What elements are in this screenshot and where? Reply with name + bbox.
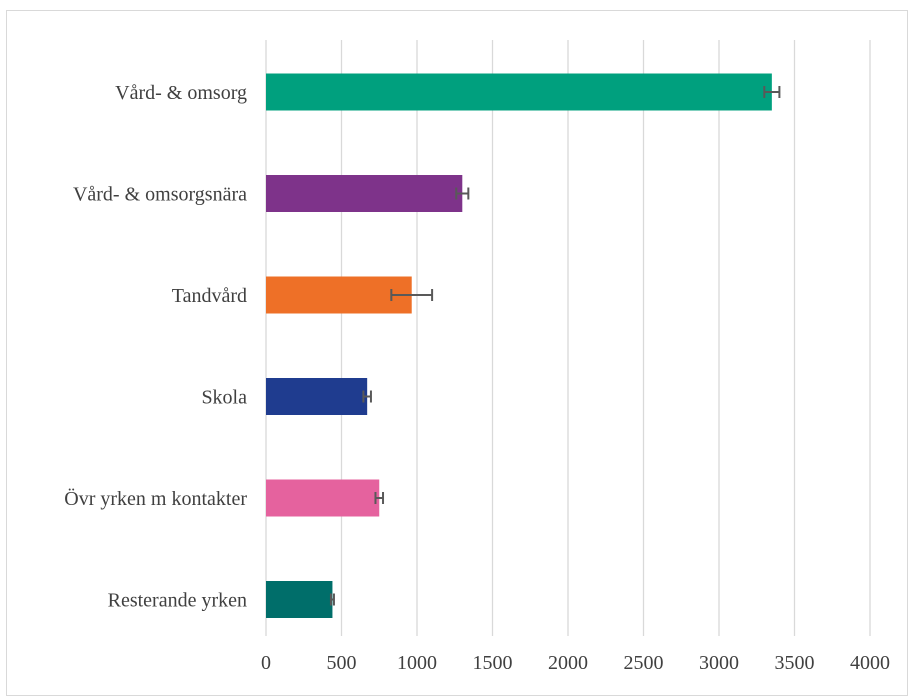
bar [266, 73, 772, 111]
error-bar [362, 390, 372, 403]
x-tick-label: 1000 [397, 652, 437, 674]
bar [266, 581, 333, 618]
gridlines [265, 40, 871, 636]
bar [266, 378, 368, 415]
error-bar [763, 86, 781, 98]
x-tick-label: 3000 [699, 652, 739, 674]
error-bar [329, 593, 335, 606]
x-axis-tick-labels: 0 500 1000 1500 2000 2500 3000 3500 4000 [261, 652, 890, 674]
category-label: Tandvård [172, 285, 247, 307]
bar [266, 276, 412, 314]
category-labels: Vård- & omsorg Vård- & omsorgsnära Tandvår… [64, 82, 247, 612]
bars [266, 73, 772, 618]
x-tick-label: 4000 [850, 652, 890, 674]
x-tick-label: 500 [327, 652, 357, 674]
error-bar [374, 492, 385, 504]
x-tick-label: 3500 [775, 652, 815, 674]
chart-frame [6, 10, 908, 696]
bar [266, 479, 380, 517]
error-bars [329, 86, 781, 606]
category-label: Vård- & omsorg [115, 82, 247, 104]
category-label: Vård- & omsorgsnära [73, 184, 247, 206]
x-tick-label: 0 [261, 652, 271, 674]
x-tick-label: 2000 [548, 652, 588, 674]
error-bar [455, 187, 470, 200]
category-label: Skola [201, 387, 247, 409]
bar [266, 175, 463, 212]
x-tick-label: 1500 [473, 652, 513, 674]
category-label: Resterande yrken [108, 590, 247, 612]
category-label: Övr yrken m kontakter [64, 487, 247, 510]
error-bar [390, 289, 434, 301]
x-tick-label: 2500 [624, 652, 664, 674]
